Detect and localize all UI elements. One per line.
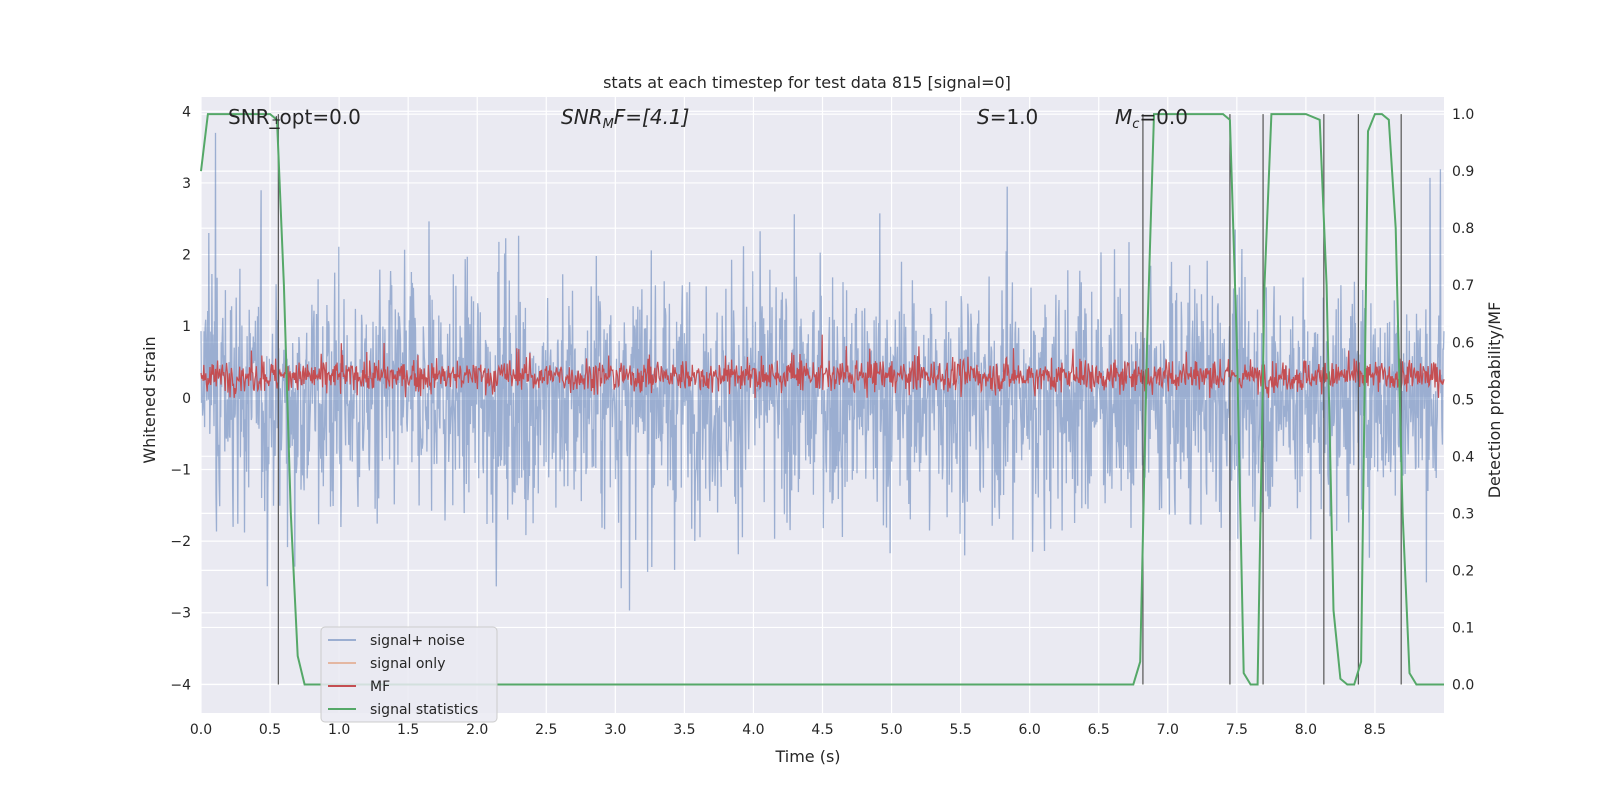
x-tick-label: 4.0 — [742, 722, 764, 738]
legend-label-signal-only: signal only — [370, 656, 445, 672]
y-left-tick-label: −4 — [170, 677, 191, 693]
y-left-tick-label: −2 — [170, 534, 191, 550]
y-right-tick-label: 0.8 — [1452, 221, 1474, 237]
signal-statistics-line — [200, 113, 1444, 686]
legend: signal+ noise signal only MF signal stat… — [320, 626, 498, 723]
x-tick-label: 3.0 — [604, 722, 626, 738]
x-tick-label: 1.0 — [328, 722, 350, 738]
x-tick-label: 7.0 — [1157, 722, 1179, 738]
y-right-tick-label: 0.6 — [1452, 335, 1474, 351]
x-tick-label: 3.5 — [673, 722, 695, 738]
marker-plus: + — [271, 113, 281, 127]
y-left-tick-label: 4 — [182, 104, 191, 120]
y-right-tick-label: 0.1 — [1452, 620, 1474, 636]
annotation-snr-mf-base: SNR — [561, 105, 603, 129]
tick-labels: 0.0 0.5 1.0 1.5 2.0 2.5 3.0 3.5 4.0 4.5 5.0 5.5 6.0 6… — [170, 104, 1474, 738]
y-left-tick-label: −3 — [170, 606, 191, 622]
x-tick-label: 0.5 — [259, 722, 281, 738]
y-right-tick-label: 0.7 — [1452, 278, 1474, 294]
y-axis-right-label: Detection probability/MF — [1485, 302, 1504, 499]
annotation-snr-mf-rest: F=[4.1] — [614, 105, 690, 129]
annotation-s: S=1.0 — [977, 105, 1038, 129]
signal-statistics-series: + — [200, 113, 1444, 686]
legend-label-signal-noise: signal+ noise — [370, 633, 465, 649]
chart-title: stats at each timestep for test data 815… — [603, 73, 1011, 92]
annotation-mc-rest: =0.0 — [1139, 105, 1188, 129]
x-tick-label: 8.5 — [1364, 722, 1386, 738]
legend-label-signal-statistics: signal statistics — [370, 702, 478, 718]
y-left-tick-label: 1 — [182, 319, 191, 335]
y-axis-left-label: Whitened strain — [140, 336, 159, 463]
x-tick-label: 7.5 — [1226, 722, 1248, 738]
x-tick-label: 2.5 — [535, 722, 557, 738]
annotation-snr-mf-sub: M — [603, 117, 614, 132]
y-left-tick-label: −1 — [170, 462, 191, 478]
annotation-snr-mf: SNRMF=[4.1] — [561, 105, 689, 132]
annotation-s-main: S — [977, 105, 990, 129]
y-left-tick-label: 2 — [182, 248, 191, 264]
y-right-tick-label: 1.0 — [1452, 107, 1474, 123]
annotation-snr-opt: SNR_opt=0.0 — [228, 105, 361, 129]
x-tick-label: 6.0 — [1019, 722, 1041, 738]
y-right-tick-label: 0.9 — [1452, 164, 1474, 180]
y-right-tick-label: 0.0 — [1452, 677, 1474, 693]
legend-box — [320, 626, 498, 723]
x-tick-label: 5.5 — [949, 722, 971, 738]
annotation-mc-sub: c — [1132, 117, 1139, 132]
x-tick-label: 5.0 — [880, 722, 902, 738]
y-right-tick-label: 0.4 — [1452, 449, 1474, 465]
x-tick-label: 2.0 — [466, 722, 488, 738]
y-right-tick-label: 0.5 — [1452, 392, 1474, 408]
y-left-tick-label: 0 — [182, 391, 191, 407]
x-tick-label: 0.0 — [190, 722, 212, 738]
annotation-mc-main: M — [1115, 105, 1132, 129]
annotation-s-rest: =1.0 — [990, 105, 1039, 129]
x-tick-label: 4.5 — [811, 722, 833, 738]
y-left-tick-label: 3 — [182, 176, 191, 192]
y-right-tick-label: 0.3 — [1452, 506, 1474, 522]
legend-label-mf: MF — [370, 679, 390, 695]
x-tick-label: 1.5 — [397, 722, 419, 738]
x-tick-label: 6.5 — [1088, 722, 1110, 738]
y-right-tick-label: 0.2 — [1452, 563, 1474, 579]
x-axis-label: Time (s) — [774, 747, 840, 766]
x-tick-label: 8.0 — [1295, 722, 1317, 738]
annotation-mc: Mc=0.0 — [1115, 105, 1188, 132]
